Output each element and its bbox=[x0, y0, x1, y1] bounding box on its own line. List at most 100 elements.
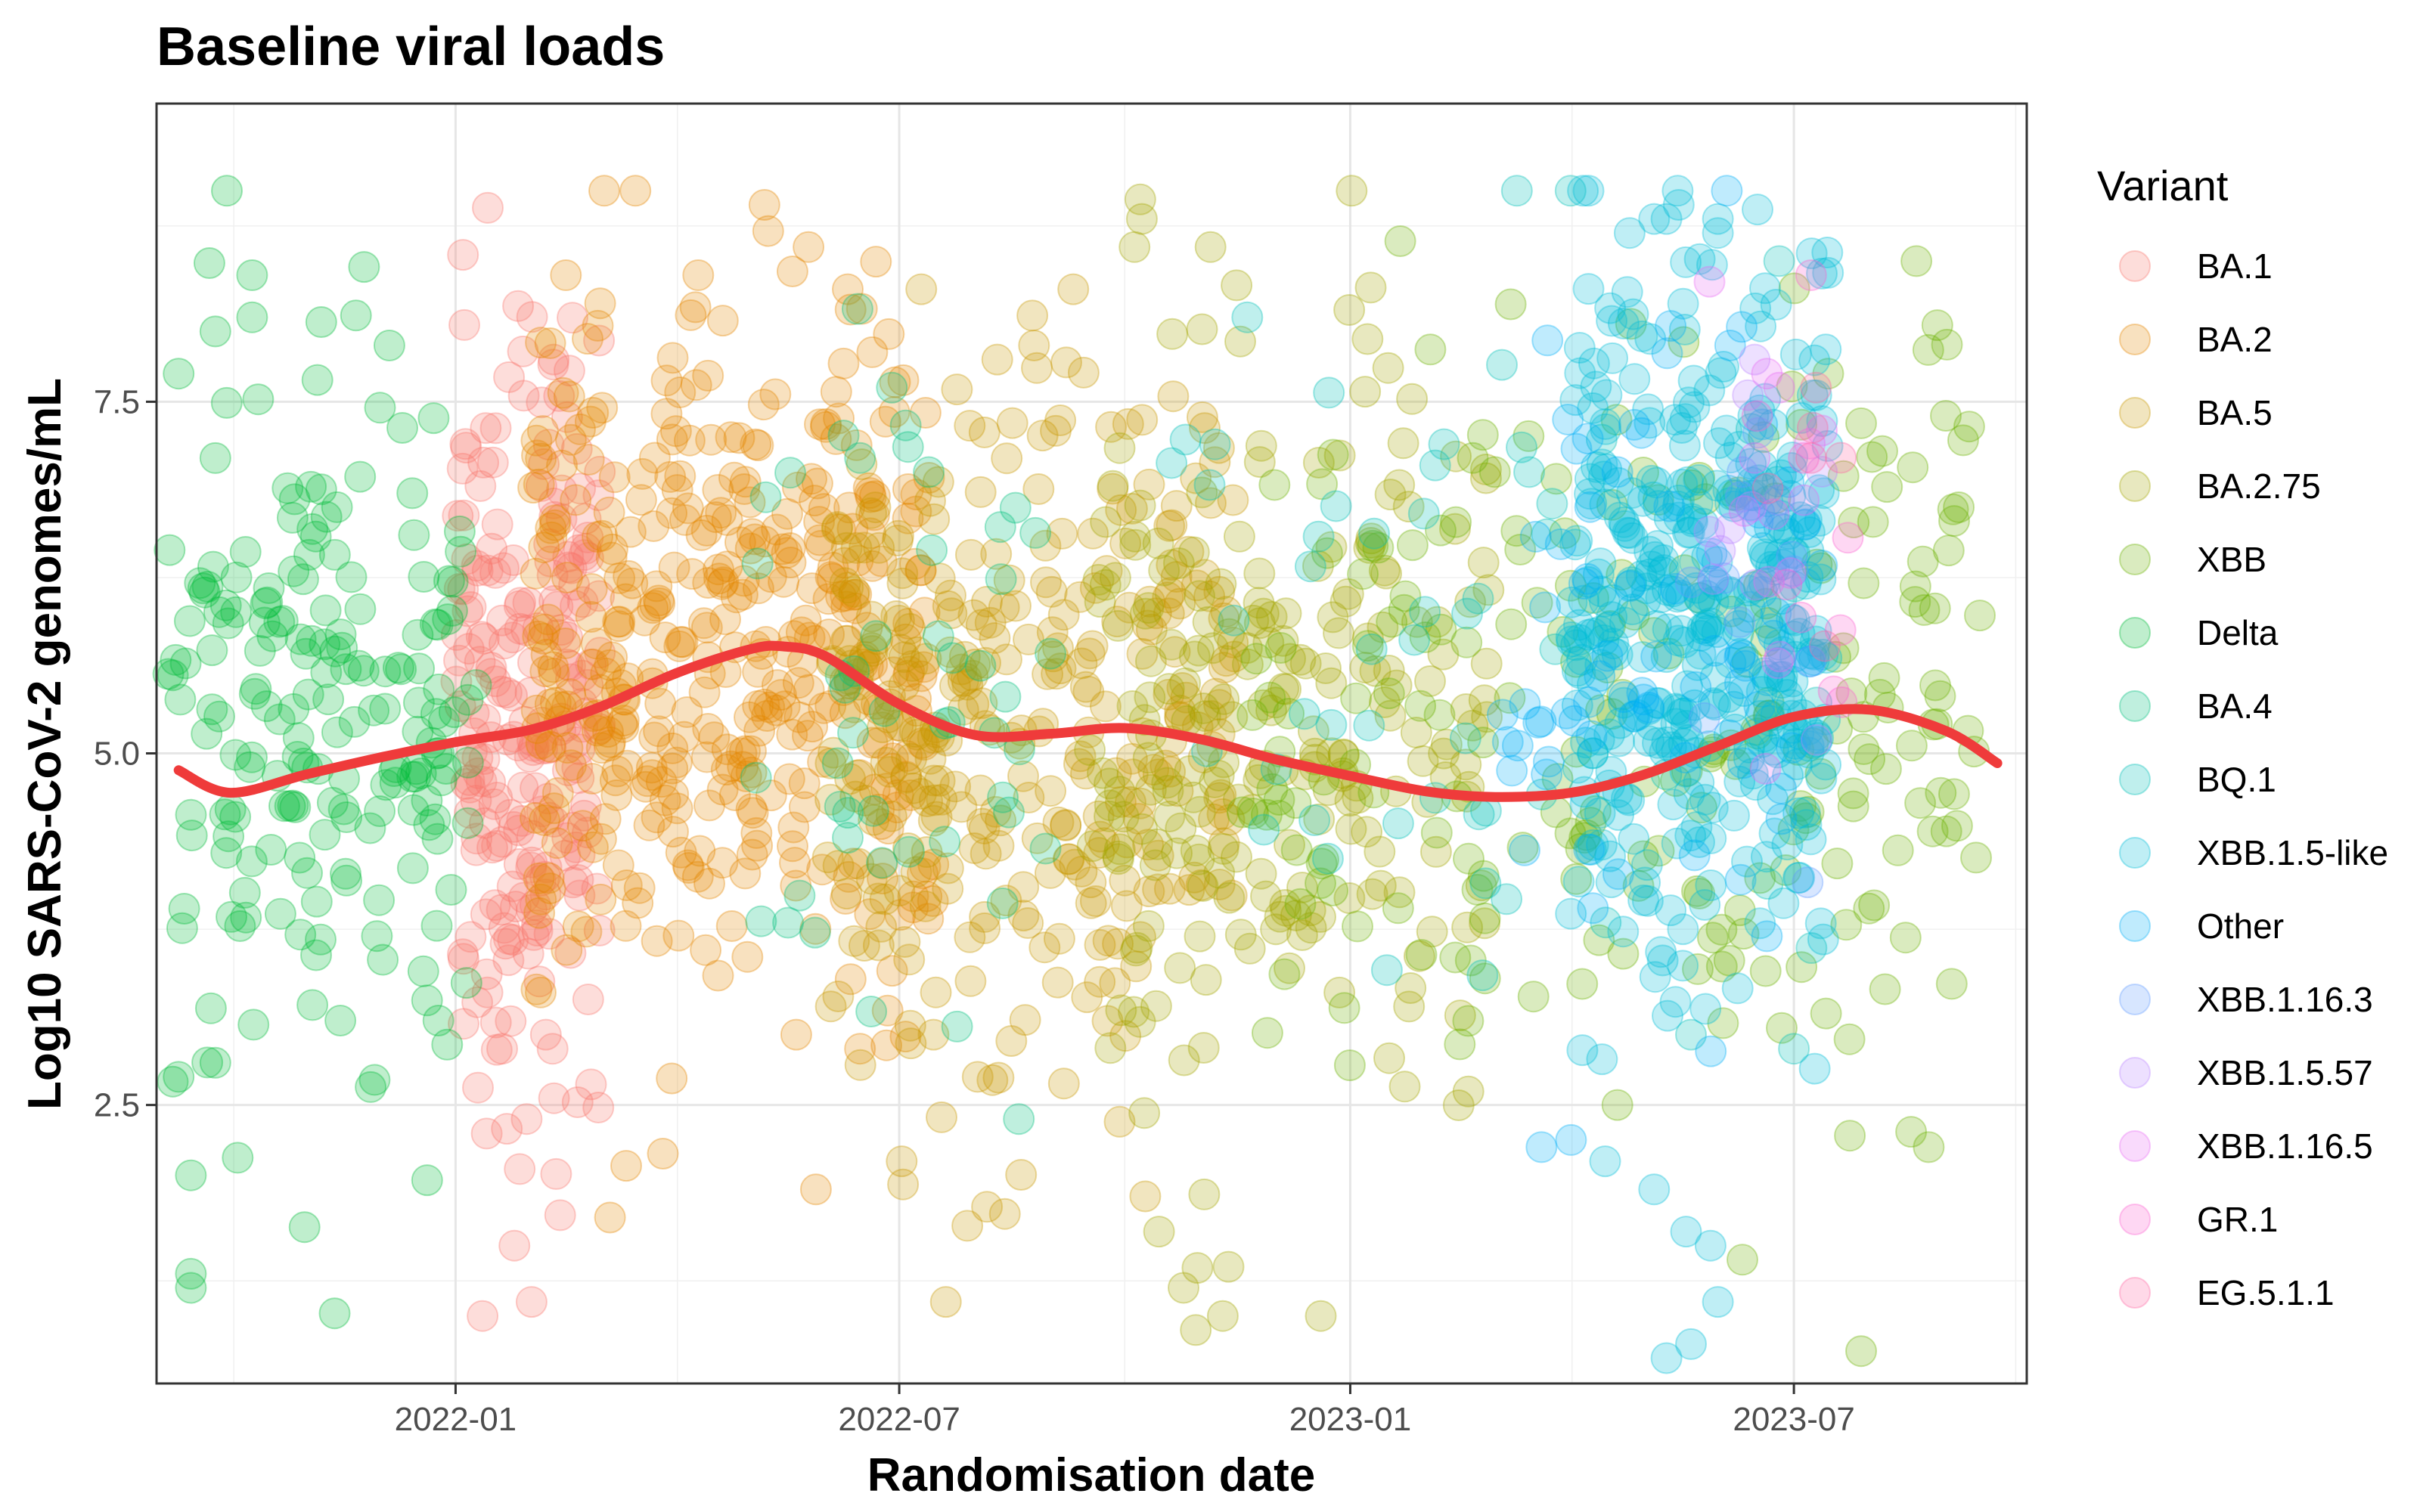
legend-label: XBB bbox=[2197, 540, 2266, 579]
data-point bbox=[1763, 245, 1795, 277]
data-point bbox=[781, 471, 814, 503]
data-point bbox=[445, 535, 477, 568]
data-point bbox=[1596, 305, 1628, 337]
data-point bbox=[663, 630, 696, 662]
data-point bbox=[690, 514, 723, 547]
grid-lines bbox=[157, 104, 2027, 1383]
data-point bbox=[897, 880, 929, 912]
data-point bbox=[985, 563, 1017, 596]
data-point bbox=[528, 448, 560, 480]
data-point bbox=[479, 665, 512, 698]
data-point bbox=[979, 622, 1011, 654]
data-point bbox=[889, 623, 922, 655]
data-point bbox=[199, 1046, 231, 1079]
legend-key bbox=[2119, 250, 2151, 282]
data-point bbox=[1680, 671, 1712, 703]
data-point bbox=[840, 429, 873, 461]
data-point bbox=[468, 743, 501, 775]
data-point bbox=[562, 910, 594, 943]
data-point bbox=[1036, 616, 1069, 649]
data-point bbox=[895, 742, 927, 775]
data-point bbox=[805, 529, 837, 562]
data-point bbox=[838, 925, 870, 957]
data-point bbox=[1941, 810, 1973, 842]
data-point bbox=[964, 774, 997, 807]
legend-label: XBB.1.16.5 bbox=[2197, 1126, 2373, 1166]
data-point bbox=[827, 674, 860, 706]
data-point bbox=[1013, 782, 1045, 813]
data-point bbox=[551, 621, 584, 653]
data-point bbox=[1101, 606, 1134, 638]
data-point bbox=[561, 1086, 594, 1118]
data-point bbox=[448, 308, 480, 341]
data-point bbox=[154, 534, 186, 566]
legend-key bbox=[2119, 764, 2151, 795]
data-point bbox=[848, 643, 880, 676]
data-point bbox=[520, 557, 552, 590]
data-point bbox=[1212, 1250, 1245, 1283]
data-point bbox=[507, 881, 540, 914]
data-point bbox=[1210, 596, 1243, 628]
data-point bbox=[288, 1211, 321, 1244]
data-point bbox=[656, 497, 688, 529]
data-point bbox=[1203, 782, 1236, 814]
data-point bbox=[644, 687, 677, 720]
data-point bbox=[908, 596, 941, 629]
data-point bbox=[1531, 758, 1563, 791]
data-point bbox=[1029, 832, 1062, 865]
data-point bbox=[534, 327, 566, 359]
data-point bbox=[1491, 883, 1523, 916]
data-point bbox=[564, 413, 596, 445]
data-point bbox=[1180, 1314, 1212, 1346]
data-point bbox=[1625, 417, 1658, 449]
data-point bbox=[529, 878, 562, 911]
data-point bbox=[715, 910, 748, 942]
data-point bbox=[996, 407, 1028, 439]
data-point bbox=[538, 500, 571, 533]
legend-label: BA.2 bbox=[2197, 320, 2273, 359]
y-tick-label: 7.5 bbox=[94, 383, 140, 420]
data-point bbox=[551, 648, 584, 680]
data-point bbox=[1140, 990, 1172, 1022]
data-point bbox=[1400, 717, 1432, 748]
data-point bbox=[1129, 597, 1162, 630]
data-point bbox=[588, 175, 620, 207]
data-point bbox=[718, 461, 750, 494]
data-point bbox=[1450, 626, 1483, 658]
data-point bbox=[1398, 624, 1431, 656]
data-point bbox=[1689, 993, 1722, 1025]
data-point bbox=[892, 659, 924, 692]
data-point bbox=[610, 869, 643, 901]
data-point bbox=[610, 583, 642, 615]
data-point bbox=[1178, 861, 1211, 894]
data-point bbox=[547, 376, 579, 409]
data-point bbox=[1047, 1067, 1080, 1100]
data-point bbox=[1912, 333, 1944, 366]
data-point bbox=[909, 890, 942, 922]
data-point bbox=[373, 330, 405, 361]
data-point bbox=[538, 1082, 570, 1114]
data-point bbox=[594, 726, 626, 758]
data-point bbox=[467, 1300, 499, 1332]
data-point bbox=[1064, 740, 1097, 773]
data-point bbox=[1695, 1035, 1727, 1067]
data-point bbox=[568, 799, 600, 832]
data-point bbox=[968, 813, 1001, 844]
data-point bbox=[479, 889, 511, 922]
data-point bbox=[945, 653, 978, 686]
data-point bbox=[1659, 986, 1692, 1018]
data-point bbox=[748, 189, 780, 221]
data-point bbox=[1203, 689, 1236, 721]
legend-key bbox=[2119, 1130, 2151, 1162]
data-point bbox=[882, 709, 914, 742]
data-point bbox=[867, 711, 898, 744]
data-point bbox=[1007, 760, 1039, 792]
data-point bbox=[870, 1029, 903, 1061]
data-point bbox=[1501, 730, 1534, 762]
data-point bbox=[525, 470, 557, 502]
data-point bbox=[488, 627, 520, 660]
data-point bbox=[954, 410, 986, 442]
data-point bbox=[1190, 964, 1222, 996]
data-point bbox=[908, 651, 940, 683]
data-point bbox=[1223, 520, 1255, 553]
